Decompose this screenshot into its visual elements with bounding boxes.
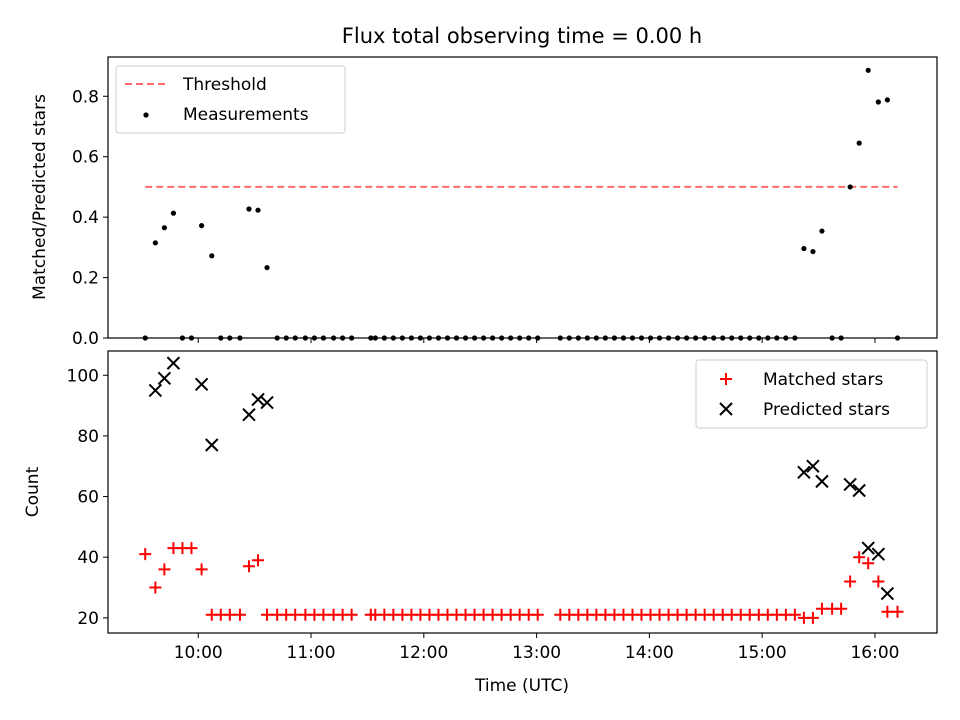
matched-star-point: [835, 602, 848, 615]
bottom-marks: [139, 356, 904, 624]
predicted-star-point: [871, 547, 886, 561]
top-title: Flux total observing time = 0.00 h: [342, 24, 702, 48]
top-axes-frame: [107, 56, 938, 339]
predicted-star-point: [843, 477, 857, 492]
measurement-point: [246, 206, 252, 212]
predicted-star-point: [205, 438, 219, 452]
top-ticks: 0.0 0.2 0.4 0.6 0.8: [72, 87, 876, 349]
y-tick-label: 80: [77, 427, 99, 447]
matched-legend-label: Matched stars: [763, 370, 883, 390]
y-tick-label: 100: [67, 366, 99, 386]
matched-star-point: [261, 608, 274, 621]
matched-star-point: [242, 560, 255, 573]
y-tick-label: 0.8: [72, 87, 99, 107]
measurements-legend-label: Measurements: [183, 105, 309, 125]
measurement-point: [152, 240, 158, 246]
x-tick-label: 11:00: [287, 643, 336, 663]
predicted-star-point: [242, 407, 256, 422]
y-tick-label: 0.4: [72, 208, 99, 228]
bottom-legend: Matched stars Predicted stars: [695, 359, 928, 429]
matched-star-point: [289, 608, 302, 621]
matched-star-point: [185, 542, 198, 555]
measurement-point: [199, 223, 205, 229]
x-tick-label: 16:00: [850, 643, 899, 663]
matched-star-point: [815, 602, 828, 615]
measurement-point: [810, 248, 816, 255]
measurement-point: [875, 99, 881, 105]
matched-star-point: [158, 563, 171, 576]
matched-star-point: [345, 608, 358, 621]
matched-star-point: [195, 563, 208, 576]
measurements-legend-marker: [143, 112, 149, 118]
matched-star-point: [531, 608, 544, 621]
measurement-point: [161, 225, 167, 231]
x-tick-label: 10:00: [174, 643, 223, 663]
measurement-point: [264, 264, 270, 271]
bottom-xlabel: Time (UTC): [474, 676, 569, 696]
measurement-point: [209, 253, 215, 259]
predicted-star-point: [260, 395, 274, 410]
measurement-point: [801, 245, 807, 252]
top-ylabel: Matched/Predicted stars: [30, 94, 50, 300]
threshold-legend-label: Threshold: [182, 75, 267, 95]
predicted-star-point: [148, 383, 163, 398]
predicted-star-point: [251, 392, 265, 407]
bottom-ticks: 10:00 11:00 12:00 13:00 14:00 15:00 16:00 20 40 6…: [67, 366, 900, 663]
measurement-point: [856, 140, 862, 146]
measurement-point: [819, 228, 825, 234]
matched-star-point: [317, 608, 330, 621]
y-tick-label: 0.6: [72, 148, 99, 168]
bottom-axes-frame: [107, 350, 938, 634]
predicted-star-point: [157, 371, 172, 385]
bottom-legend-box: [695, 359, 928, 429]
top-legend: Threshold Measurements: [115, 65, 346, 134]
matched-star-point: [233, 608, 246, 621]
matched-legend-marker: [720, 373, 732, 385]
bottom-panel: 10:00 11:00 12:00 13:00 14:00 15:00 16:00 20 40 6…: [23, 350, 938, 696]
y-tick-label: 20: [77, 609, 99, 629]
matched-star-point: [223, 608, 236, 621]
predicted-legend-label: Predicted stars: [763, 400, 890, 420]
predicted-legend-marker: [719, 402, 733, 416]
measurement-point: [847, 184, 853, 190]
matched-star-point: [881, 605, 894, 618]
top-legend-box: [115, 65, 346, 134]
matched-star-point: [844, 575, 857, 588]
x-tick-label: 12:00: [399, 643, 448, 663]
y-tick-label: 60: [77, 488, 99, 508]
matched-star-point: [806, 611, 819, 624]
matched-star-point: [862, 557, 875, 570]
matched-star-point: [853, 551, 866, 564]
predicted-star-point: [797, 465, 811, 479]
measurement-point: [884, 97, 890, 103]
matched-star-point: [872, 575, 885, 588]
measurement-point: [865, 67, 871, 73]
measurement-point: [170, 210, 177, 216]
predicted-star-point: [806, 459, 820, 473]
matched-star-point: [788, 608, 801, 621]
predicted-star-point: [166, 356, 181, 370]
predicted-star-point: [815, 474, 829, 489]
x-tick-label: 13:00: [512, 643, 561, 663]
y-tick-label: 40: [77, 548, 99, 568]
predicted-star-point: [194, 377, 209, 392]
measurement-point: [255, 207, 261, 213]
matched-star-point: [149, 581, 162, 594]
predicted-star-point: [880, 586, 895, 601]
x-tick-label: 14:00: [625, 643, 674, 663]
y-tick-label: 0.0: [72, 329, 99, 349]
top-marks: [142, 67, 901, 341]
matched-star-point: [139, 548, 152, 561]
matched-star-point: [252, 554, 265, 567]
predicted-star-point: [852, 483, 866, 498]
matched-star-point: [891, 605, 904, 618]
predicted-star-point: [861, 541, 875, 555]
bottom-ylabel: Count: [23, 466, 43, 517]
y-tick-label: 0.2: [72, 269, 99, 289]
top-panel: Flux total observing time = 0.00 h 0.00.…: [30, 24, 938, 349]
x-tick-label: 15:00: [738, 643, 787, 663]
